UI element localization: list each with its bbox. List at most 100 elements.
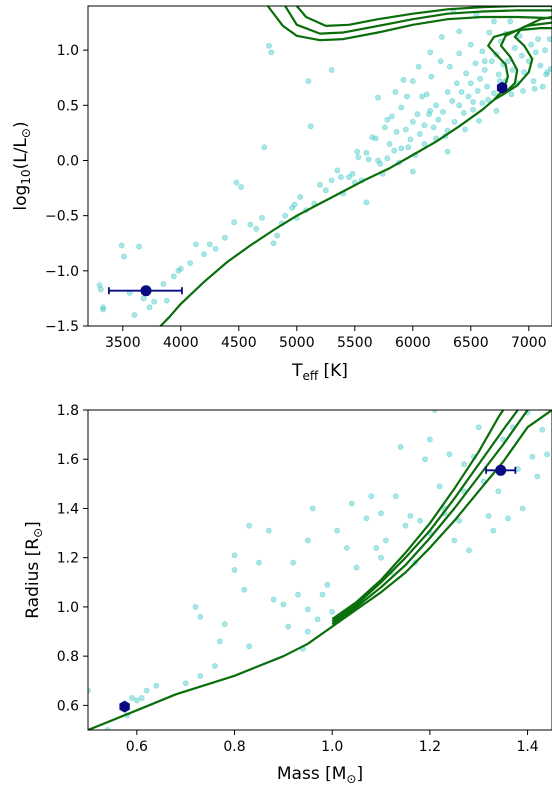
hr-data-point: [428, 73, 435, 80]
hr-data-point: [416, 131, 423, 137]
hr-data-point: [131, 312, 138, 318]
hr-data-point: [484, 83, 490, 90]
mr-data-point: [104, 727, 111, 730]
hr-x-tick-label: 3500: [105, 335, 141, 351]
hr-data-point: [419, 93, 425, 100]
mr-y-tick-label: 1.8: [57, 403, 79, 419]
hr-data-point: [547, 65, 552, 72]
mr-data-point: [544, 451, 551, 458]
hr-data-point: [212, 245, 219, 252]
hr-data-point: [238, 184, 245, 190]
hr-data-point: [485, 96, 492, 103]
hr-y-tick-label: −1.0: [45, 264, 79, 280]
mr-data-point: [485, 512, 492, 519]
mr-data-point: [329, 608, 336, 615]
mr-data-point: [475, 424, 482, 431]
hr-data-point: [392, 89, 399, 95]
mr-data-point: [212, 663, 218, 669]
hr-data-point: [460, 110, 467, 116]
hr-data-point: [328, 67, 335, 73]
hr-data-point: [467, 80, 474, 87]
hr-data-point: [100, 306, 106, 313]
mr-data-point: [133, 697, 140, 704]
hr-data-point: [355, 154, 362, 161]
hr-data-point: [146, 304, 153, 311]
hr-data-point: [472, 60, 479, 67]
hr-diagram-points: [96, 7, 552, 318]
hr-data-point: [470, 99, 477, 105]
mr-data-point: [461, 461, 467, 468]
hr-data-point: [334, 167, 341, 174]
hr-data-point: [427, 107, 434, 114]
hr-data-point: [507, 18, 514, 25]
hr-data-point: [369, 134, 376, 141]
hr-model-track: [502, 15, 552, 96]
hr-data-point: [377, 160, 384, 167]
mr-data-point: [270, 596, 277, 603]
hr-data-point: [530, 78, 537, 84]
mr-data-point: [246, 643, 253, 650]
hr-data-point: [177, 265, 184, 272]
hr-data-point: [160, 281, 167, 287]
hr-data-point: [505, 58, 511, 65]
hr-x-tick-label: 4000: [163, 335, 199, 351]
hr-x-tick-label: 6500: [453, 335, 489, 351]
hr-data-point: [421, 141, 428, 147]
hr-data-point: [430, 124, 437, 131]
mr-data-point: [129, 695, 135, 701]
hr-data-point: [467, 41, 474, 48]
hr-data-point: [539, 83, 546, 90]
hr-y-axis-label: log10(L/L⊙): [11, 121, 33, 210]
hr-data-point: [481, 67, 488, 73]
mr-model-track: [331, 410, 529, 626]
hr-data-point: [532, 49, 539, 56]
hr-data-point: [465, 93, 472, 100]
hr-data-point: [96, 282, 103, 289]
mr-data-point: [490, 527, 497, 534]
mr-x-tick-label: 1.2: [419, 739, 441, 755]
hr-data-point: [253, 225, 260, 232]
hr-diagram-tracks: [159, 6, 552, 326]
mass-radius-highlights: [119, 464, 517, 713]
hr-data-point: [476, 117, 482, 124]
mr-data-point: [363, 515, 370, 522]
mr-x-tick-label: 1.4: [516, 739, 538, 755]
mr-data-point: [197, 672, 204, 679]
hr-data-point: [456, 28, 463, 35]
hr-data-point: [349, 170, 356, 177]
hr-data-point: [365, 156, 372, 163]
hr-y-tick-label: −1.5: [45, 319, 79, 335]
hr-data-point: [438, 33, 445, 40]
mr-data-point: [451, 537, 458, 544]
hr-data-point: [121, 253, 127, 260]
hr-data-point: [546, 36, 552, 43]
hr-data-point: [266, 42, 272, 49]
mr-data-point: [529, 453, 536, 460]
mr-data-point: [407, 512, 414, 519]
mr-data-point: [285, 623, 292, 630]
mr-model-track: [331, 410, 505, 621]
hr-data-point: [140, 295, 147, 302]
hr-data-point: [427, 49, 434, 56]
mr-data-point: [534, 473, 541, 480]
hr-data-point: [282, 212, 289, 219]
hr-data-point: [447, 63, 453, 70]
hr-data-point: [187, 260, 193, 267]
mass-radius-ticks: 0.6 0.8 1.0 1.2 1.4 0.6 0.8 1.0 1.2 1.4 1.6 1.8: [57, 403, 539, 755]
hr-data-point: [163, 297, 170, 304]
mass-radius-points: [88, 410, 551, 730]
hr-data-point: [486, 29, 493, 36]
hr-data-point: [384, 155, 391, 162]
hr-model-track: [266, 6, 552, 42]
hr-data-point: [474, 88, 481, 94]
hr-data-point: [462, 126, 468, 133]
hr-data-point: [511, 45, 518, 51]
hr-data-point: [206, 241, 213, 248]
mr-data-point: [290, 559, 297, 566]
hr-y-tick-label: −0.5: [45, 209, 79, 225]
hr-data-point: [479, 100, 486, 107]
hr-y-tick-label: 1.0: [57, 43, 79, 59]
mr-data-point: [392, 493, 399, 500]
hr-data-point: [391, 147, 398, 154]
hr-data-point: [423, 91, 430, 98]
